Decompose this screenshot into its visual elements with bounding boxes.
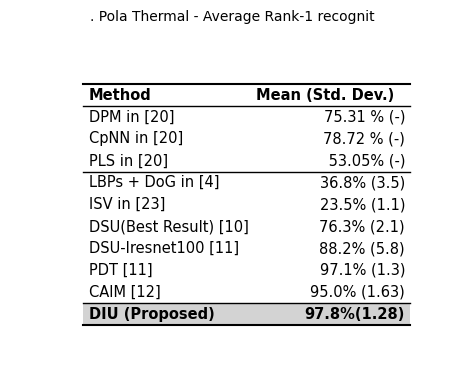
Bar xyxy=(83,303,409,325)
Text: 95.0% (1.63): 95.0% (1.63) xyxy=(310,285,404,300)
Text: 23.5% (1.1): 23.5% (1.1) xyxy=(319,197,404,212)
Text: 76.3% (2.1): 76.3% (2.1) xyxy=(319,219,404,234)
Text: DSU-Iresnet100 [11]: DSU-Iresnet100 [11] xyxy=(88,241,238,256)
Text: 36.8% (3.5): 36.8% (3.5) xyxy=(319,175,404,190)
Text: DIU (Proposed): DIU (Proposed) xyxy=(88,307,214,322)
Text: . Pola Thermal - Average Rank-1 recognit: . Pola Thermal - Average Rank-1 recognit xyxy=(89,10,374,24)
Text: 75.31 % (-): 75.31 % (-) xyxy=(323,110,404,125)
Text: Method: Method xyxy=(88,87,151,102)
Text: ISV in [23]: ISV in [23] xyxy=(88,197,164,212)
Text: Mean (Std. Dev.): Mean (Std. Dev.) xyxy=(255,87,393,102)
Text: CAIM [12]: CAIM [12] xyxy=(88,285,160,300)
Text: 78.72 % (-): 78.72 % (-) xyxy=(322,131,404,146)
Text: PDT [11]: PDT [11] xyxy=(88,263,152,278)
Text: CpNN in [20]: CpNN in [20] xyxy=(88,131,182,146)
Text: DPM in [20]: DPM in [20] xyxy=(88,110,174,125)
Text: 97.8%(1.28): 97.8%(1.28) xyxy=(304,307,404,322)
Text: 88.2% (5.8): 88.2% (5.8) xyxy=(319,241,404,256)
Text: LBPs + DoG in [4]: LBPs + DoG in [4] xyxy=(88,175,219,190)
Text: DSU(Best Result) [10]: DSU(Best Result) [10] xyxy=(88,219,248,234)
Text: PLS in [20]: PLS in [20] xyxy=(88,153,167,168)
Text: 53.05% (-): 53.05% (-) xyxy=(323,153,404,168)
Text: 97.1% (1.3): 97.1% (1.3) xyxy=(319,263,404,278)
